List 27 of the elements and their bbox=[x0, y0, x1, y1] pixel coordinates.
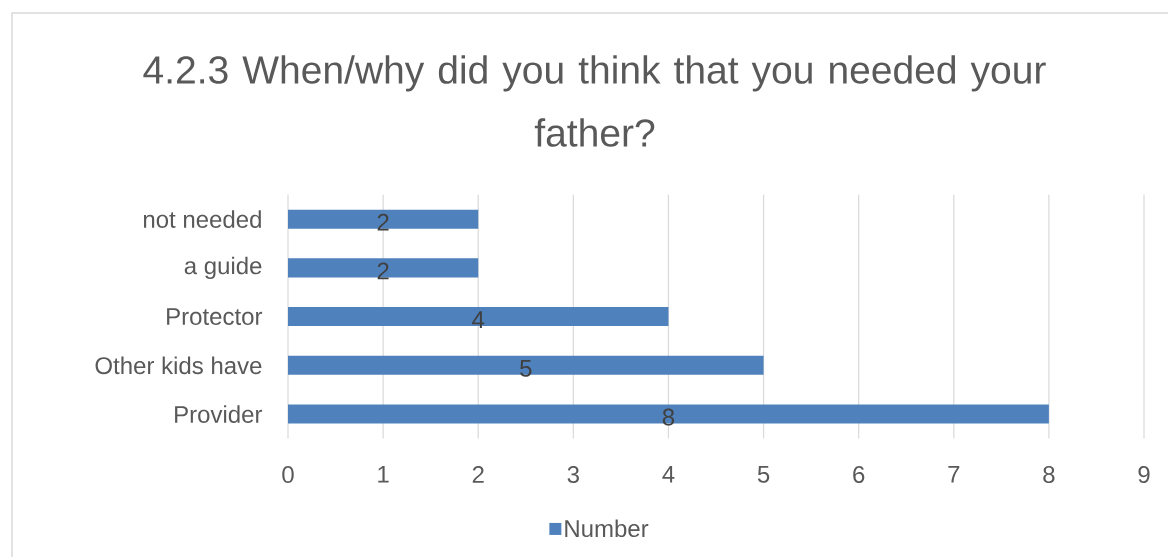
data-label: 5 bbox=[520, 360, 532, 377]
y-tick-label: not needed bbox=[143, 210, 261, 228]
x-tick-label: 3 bbox=[567, 466, 579, 484]
x-tick-label: 0 bbox=[282, 466, 294, 484]
chart-title: 4.2.3 When/why did you think that you needed your father? bbox=[143, 55, 1046, 147]
legend-label: Number bbox=[565, 519, 649, 538]
data-label: 2 bbox=[377, 262, 389, 280]
bar bbox=[288, 209, 479, 229]
data-label: 8 bbox=[662, 408, 675, 426]
x-tick-label: 1 bbox=[378, 466, 389, 483]
x-tick-label: 8 bbox=[1043, 466, 1055, 484]
x-tick-label: 2 bbox=[472, 466, 484, 483]
x-tick-label: 7 bbox=[948, 466, 960, 483]
y-tick-label: Protector bbox=[167, 308, 263, 325]
bar bbox=[288, 404, 1049, 424]
x-tick-label: 4 bbox=[662, 466, 675, 483]
x-tick-label: 5 bbox=[757, 466, 770, 483]
y-tick-label: Other kids have bbox=[95, 356, 262, 375]
bar bbox=[288, 307, 669, 327]
data-label: 4 bbox=[472, 311, 485, 328]
bar bbox=[288, 258, 479, 278]
x-tick-label: 6 bbox=[853, 466, 865, 484]
y-tick-label: a guide bbox=[184, 256, 262, 280]
y-tick-label: Provider bbox=[175, 405, 263, 423]
x-tick-label: 9 bbox=[1138, 466, 1150, 484]
bar bbox=[288, 355, 764, 375]
data-label: 2 bbox=[377, 213, 389, 231]
